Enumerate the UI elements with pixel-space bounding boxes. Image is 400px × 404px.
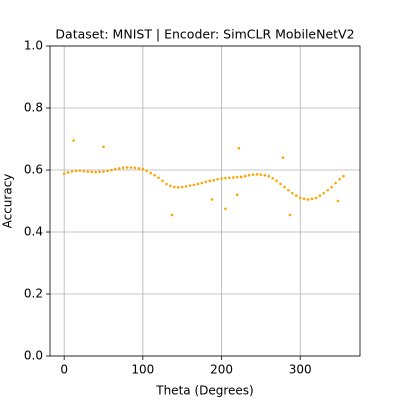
point bbox=[74, 169, 78, 173]
point bbox=[287, 188, 290, 192]
chart-title: Dataset: MNIST | Encoder: SimCLR MobileN… bbox=[55, 27, 354, 42]
point bbox=[243, 174, 247, 178]
point bbox=[192, 183, 196, 187]
point bbox=[255, 173, 259, 176]
point bbox=[271, 177, 274, 180]
point bbox=[117, 167, 121, 170]
point bbox=[298, 196, 302, 200]
point bbox=[62, 172, 66, 176]
point bbox=[208, 179, 212, 183]
point bbox=[161, 179, 164, 183]
point bbox=[66, 171, 70, 174]
point bbox=[196, 182, 200, 186]
point bbox=[306, 198, 310, 201]
point bbox=[228, 176, 231, 180]
point bbox=[314, 196, 318, 200]
point bbox=[279, 182, 282, 186]
point bbox=[210, 198, 214, 201]
point bbox=[338, 178, 341, 181]
y-tick-label: 1.0 bbox=[24, 39, 43, 53]
point bbox=[291, 191, 294, 195]
point bbox=[106, 169, 109, 173]
point bbox=[114, 167, 117, 171]
point bbox=[342, 174, 345, 178]
point bbox=[149, 171, 153, 175]
point bbox=[283, 185, 286, 189]
point bbox=[281, 156, 285, 159]
point bbox=[165, 182, 168, 186]
point bbox=[102, 145, 105, 149]
plot-frame bbox=[49, 45, 361, 357]
point bbox=[157, 176, 160, 180]
point bbox=[176, 186, 180, 189]
point bbox=[267, 174, 271, 178]
x-tick-label: 200 bbox=[210, 363, 233, 377]
point bbox=[180, 185, 184, 189]
point bbox=[216, 178, 219, 181]
point bbox=[251, 173, 255, 176]
point bbox=[72, 139, 75, 142]
point bbox=[326, 188, 330, 192]
point bbox=[310, 197, 314, 201]
point bbox=[302, 197, 306, 201]
point bbox=[70, 170, 74, 173]
point bbox=[173, 185, 176, 189]
point bbox=[133, 166, 137, 170]
point bbox=[259, 173, 263, 176]
point bbox=[141, 167, 145, 171]
point bbox=[224, 207, 227, 211]
point bbox=[220, 177, 223, 180]
point bbox=[110, 168, 113, 172]
point bbox=[188, 184, 192, 187]
point bbox=[288, 213, 292, 217]
y-tick-label: 0.6 bbox=[24, 163, 43, 177]
point bbox=[224, 176, 227, 180]
point bbox=[102, 170, 105, 173]
point bbox=[78, 169, 82, 172]
point bbox=[184, 185, 188, 188]
x-axis-label: Theta (Degrees) bbox=[155, 384, 253, 398]
point bbox=[98, 170, 101, 174]
y-tick-label: 0.0 bbox=[24, 349, 43, 363]
point bbox=[121, 166, 125, 170]
y-axis-label: Accuracy bbox=[1, 174, 15, 229]
point bbox=[237, 147, 241, 150]
point bbox=[200, 181, 204, 185]
point bbox=[153, 173, 156, 177]
point bbox=[235, 175, 239, 179]
point bbox=[94, 170, 97, 174]
point bbox=[232, 176, 235, 179]
point bbox=[330, 185, 333, 189]
point bbox=[247, 173, 251, 177]
point bbox=[318, 194, 322, 198]
point bbox=[336, 199, 340, 203]
point bbox=[275, 179, 278, 183]
x-tick-label: 100 bbox=[131, 363, 154, 377]
point bbox=[263, 173, 267, 177]
y-tick-label: 0.4 bbox=[24, 225, 43, 239]
x-tick-label: 0 bbox=[60, 363, 68, 377]
point bbox=[137, 167, 141, 170]
point bbox=[129, 166, 133, 169]
point bbox=[334, 181, 337, 185]
point bbox=[125, 166, 129, 169]
point bbox=[170, 213, 174, 217]
point bbox=[90, 170, 94, 174]
point bbox=[212, 178, 215, 182]
point bbox=[294, 194, 298, 198]
x-tick-label: 300 bbox=[289, 363, 312, 377]
point bbox=[235, 193, 239, 197]
y-tick-label: 0.8 bbox=[24, 101, 43, 115]
point bbox=[169, 184, 172, 188]
point bbox=[239, 175, 243, 179]
point bbox=[204, 180, 208, 184]
point bbox=[86, 170, 90, 173]
point bbox=[145, 169, 149, 173]
y-tick-label: 0.2 bbox=[24, 287, 43, 301]
point bbox=[82, 169, 86, 173]
point bbox=[322, 191, 326, 195]
